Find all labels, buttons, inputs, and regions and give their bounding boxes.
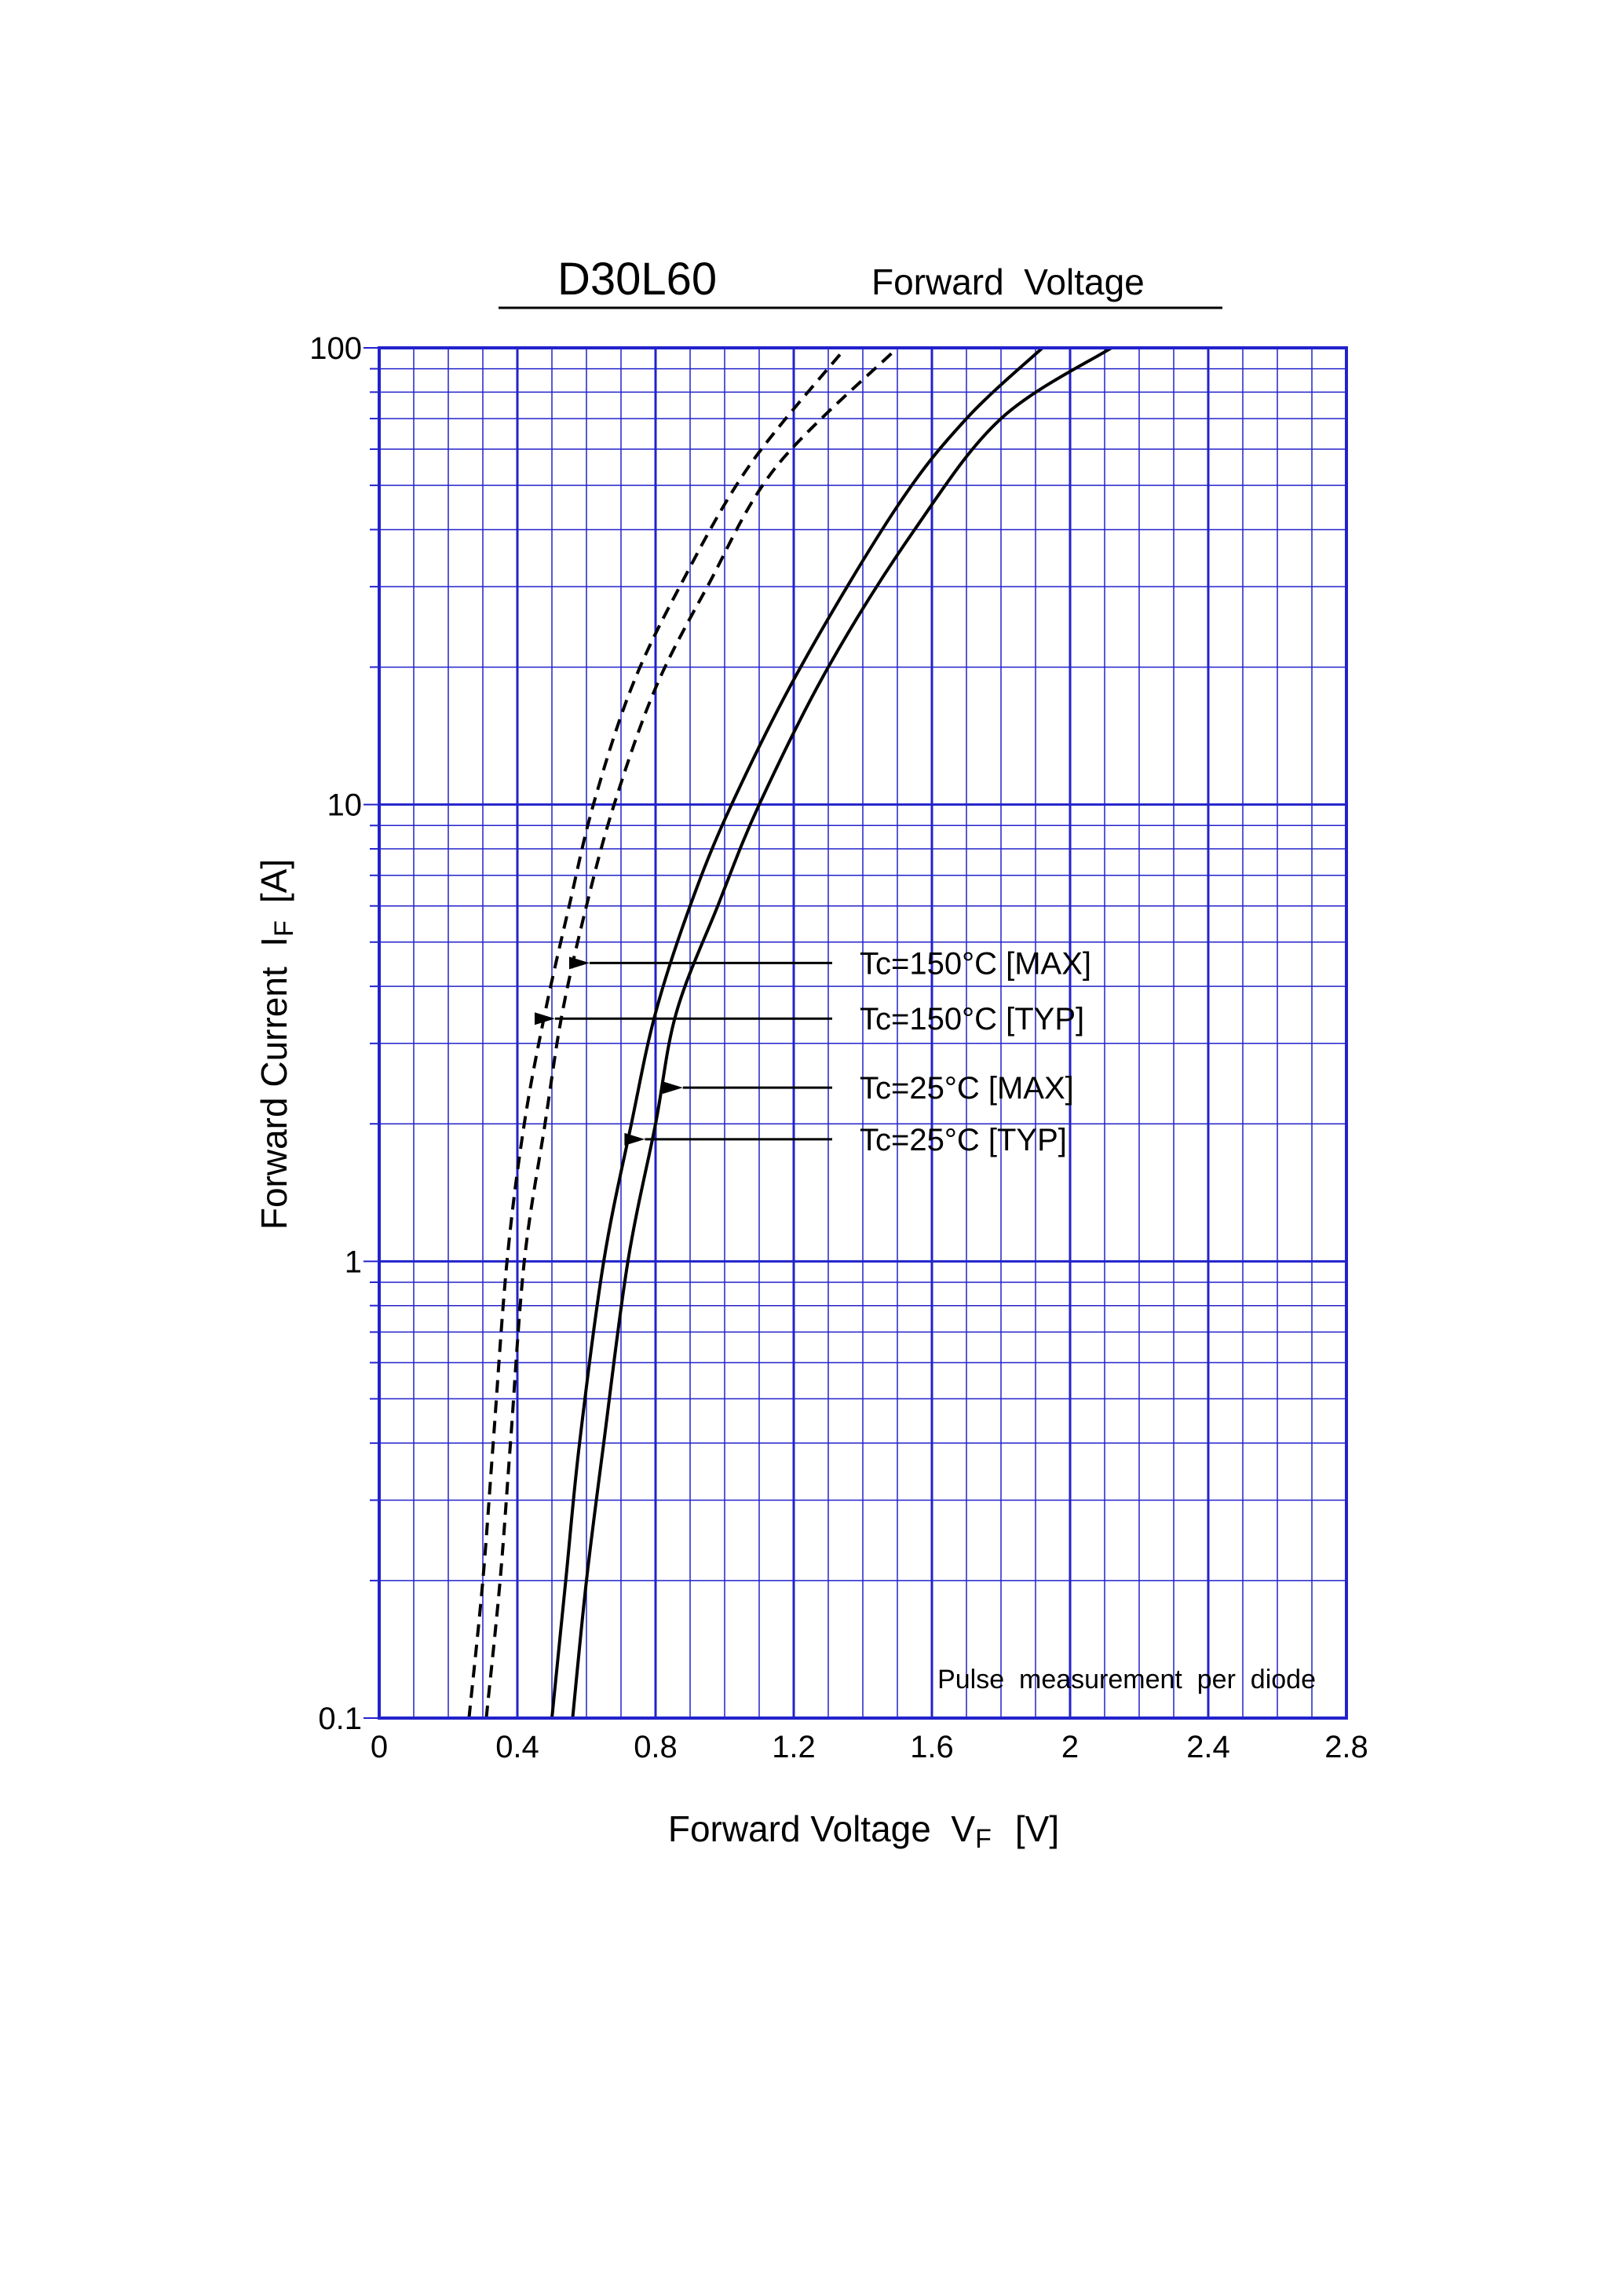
x-tick-labels: 0 0.4 0.8 1.2 1.6 2 2.4 2.8 [371, 1730, 1368, 1764]
chart-subtitle: Forward Voltage [871, 261, 1145, 302]
x-axis-label-unit: [V] [1015, 1808, 1059, 1849]
annotation-label: Tc=25°C [TYP] [860, 1123, 1067, 1157]
y-axis-label-sub: F [269, 920, 299, 937]
series-curve [484, 348, 899, 1718]
y-tick-label: 0.1 [318, 1702, 362, 1736]
annotation-label: Tc=150°C [MAX] [860, 946, 1091, 981]
x-axis-label: Forward Voltage VF [V] [668, 1808, 1059, 1854]
y-axis-label-unit: [A] [254, 859, 294, 903]
plot-frame [378, 346, 1348, 1720]
curves-layer [467, 348, 1112, 1718]
plot-grid [363, 347, 1346, 1719]
series-curve [550, 348, 1044, 1718]
part-number-title: D30L60 [557, 254, 717, 305]
y-tick-label: 1 [345, 1245, 362, 1279]
x-axis-label-main: Forward Voltage V [668, 1808, 976, 1849]
x-tick-label: 1.6 [910, 1730, 954, 1764]
y-tick-label: 100 [309, 331, 362, 366]
annotation-label: Tc=25°C [MAX] [860, 1071, 1074, 1106]
annotation-label: Tc=150°C [TYP] [860, 1002, 1084, 1036]
x-tick-label: 0.4 [495, 1730, 539, 1764]
series-annotations: Tc=150°C [MAX] Tc=150°C [TYP] Tc=25°C [MAX… [535, 946, 1091, 1157]
x-tick-label: 2.4 [1186, 1730, 1230, 1764]
x-tick-label: 2 [1061, 1730, 1079, 1764]
y-tick-label: 10 [327, 788, 363, 823]
x-tick-label: 1.2 [772, 1730, 816, 1764]
y-axis-label: Forward Current IF [A] [254, 859, 299, 1230]
series-curve [467, 348, 847, 1718]
x-axis-label-sub: F [975, 1824, 992, 1854]
x-tick-label: 0.8 [634, 1730, 678, 1764]
y-axis-label-main: Forward Current I [254, 937, 294, 1230]
x-tick-label: 0 [371, 1730, 388, 1764]
x-tick-label: 2.8 [1324, 1730, 1368, 1764]
series-curve [571, 348, 1112, 1718]
pulse-note: Pulse measurement per diode [937, 1665, 1316, 1695]
y-tick-labels: 0.1 1 10 100 [309, 331, 362, 1736]
